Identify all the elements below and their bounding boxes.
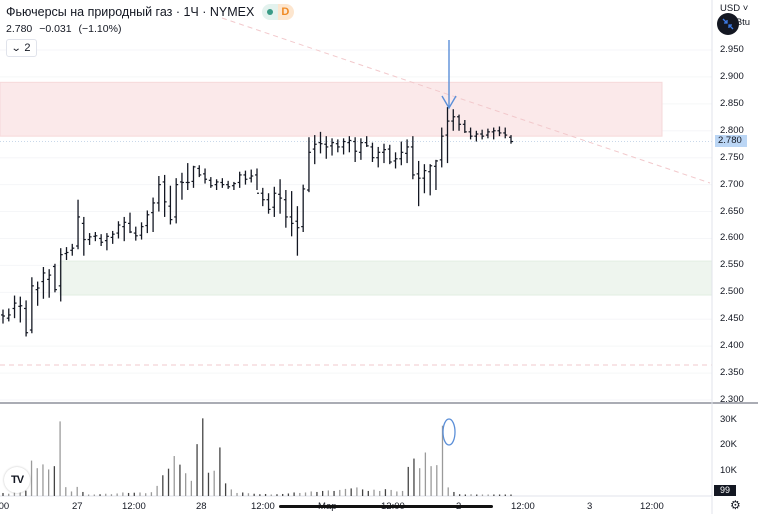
price-tick-label: 2.500: [720, 286, 744, 298]
delayed-data-badge: D: [278, 4, 295, 20]
time-tick-label: 12:00: [640, 501, 664, 512]
time-tick-label: 3: [587, 501, 593, 512]
time-tick-label: 12:00: [122, 501, 146, 512]
currency-label: USD: [720, 3, 741, 14]
compress-arrows-icon: [722, 18, 734, 30]
indicators-count: 2: [24, 42, 31, 54]
last-volume-tag: 99: [714, 485, 736, 496]
price-tick-label: 2.700: [720, 178, 744, 190]
trend-line[interactable]: [221, 17, 711, 184]
resistance-zone[interactable]: [0, 81, 663, 137]
price-tick-label: 2.800: [720, 124, 744, 136]
price-tick-label: 2.600: [720, 232, 744, 244]
arrow-annotation[interactable]: [441, 40, 457, 110]
horizontal-scrollbar[interactable]: [279, 505, 493, 508]
time-tick-label: 12:00: [511, 501, 535, 512]
time-tick-label: 12:00: [251, 501, 275, 512]
tradingview-logo[interactable]: TV: [4, 467, 30, 493]
support-zone[interactable]: [59, 260, 713, 296]
volume-tick-label: 10K: [720, 464, 737, 476]
chart-legend: Фьючерсы на природный газ · 1Ч · NYMEX D…: [6, 4, 295, 57]
price-tick-label: 2.850: [720, 97, 744, 109]
price-tick-label: 2.300: [720, 394, 744, 406]
price-tick-label: 2.950: [720, 44, 744, 55]
price-tick-label: 2.550: [720, 259, 744, 271]
price-tick-label: 2.900: [720, 70, 744, 82]
chevron-down-icon: ⌄: [10, 42, 22, 54]
time-tick-label: :00: [0, 501, 10, 512]
volume-circle-annotation[interactable]: [442, 418, 456, 446]
price-change-percent: (−1.10%): [78, 23, 122, 35]
symbol-title-row[interactable]: Фьючерсы на природный газ · 1Ч · NYMEX D: [6, 4, 295, 20]
price-summary: 2.780 −0.031 (−1.10%): [6, 23, 294, 36]
price-tick-label: 2.450: [720, 313, 744, 325]
ohlc-bars: [1, 107, 513, 337]
market-status-badge[interactable]: D: [262, 4, 295, 20]
price-tick-label: 2.400: [720, 340, 744, 352]
symbol-title[interactable]: Фьючерсы на природный газ · 1Ч · NYMEX: [6, 5, 255, 19]
auto-scale-button[interactable]: [717, 13, 739, 35]
time-tick-label: 27: [72, 501, 83, 512]
volume-tick-label: 20K: [720, 439, 737, 451]
last-price-value: 2.780: [6, 23, 33, 35]
settings-gear-icon[interactable]: ⚙: [730, 498, 741, 512]
currency-selector[interactable]: USD ˅: [720, 3, 749, 14]
market-open-icon: [262, 4, 279, 20]
grid-lines: [0, 49, 712, 401]
indicators-toggle-button[interactable]: ⌄ 2: [6, 39, 37, 57]
volume-tick-label: 30K: [720, 414, 737, 426]
price-change: −0.031: [39, 23, 72, 35]
time-tick-label: 28: [196, 501, 207, 512]
price-tick-label: 2.750: [720, 151, 744, 163]
volume-bars: [2, 418, 512, 496]
last-price-tag: 2.780: [715, 135, 747, 147]
price-tick-label: 2.350: [720, 367, 744, 379]
price-tick-label: 2.650: [720, 205, 744, 217]
